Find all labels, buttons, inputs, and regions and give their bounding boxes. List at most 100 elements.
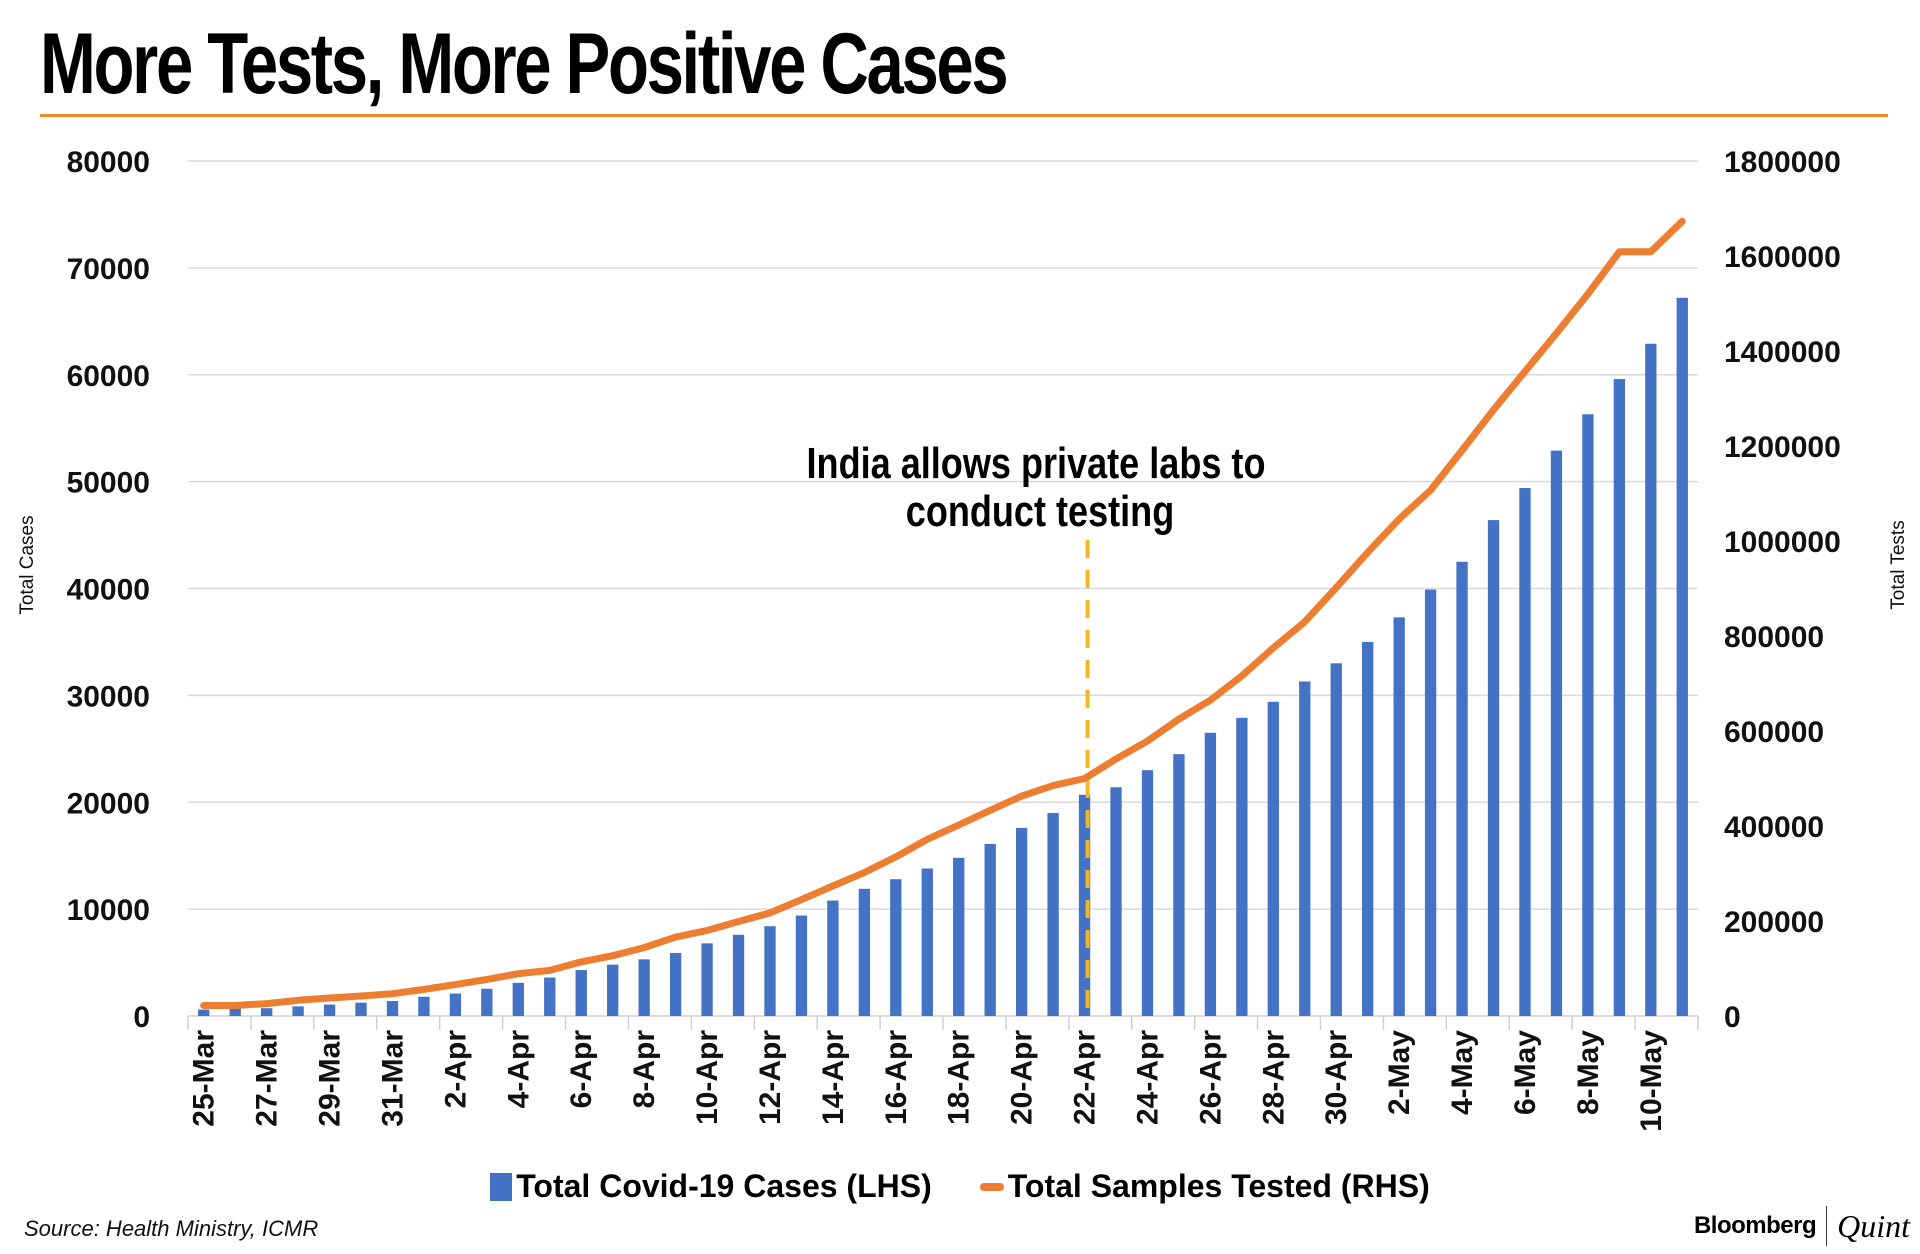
x-tick-label: 8-Apr xyxy=(628,1030,661,1109)
y-right-tick-label: 1000000 xyxy=(1724,526,1841,559)
x-tick-label: 25-Mar xyxy=(188,1030,221,1127)
x-tick-label: 31-Mar xyxy=(376,1030,409,1127)
y-right-tick-label: 400000 xyxy=(1724,811,1824,844)
y-left-tick-label: 20000 xyxy=(67,787,150,820)
brand-primary: Bloomberg xyxy=(1693,1212,1817,1239)
y-left-tick-label: 10000 xyxy=(67,894,150,927)
annotation-text-line1: India allows private labs to xyxy=(807,439,1266,488)
brand-divider xyxy=(1826,1206,1828,1246)
bar-cases xyxy=(1267,701,1279,1016)
bar-cases xyxy=(1456,561,1468,1016)
bar-cases xyxy=(1110,787,1122,1016)
x-axis-ticks xyxy=(187,1016,1699,1030)
x-tick-label: 10-May xyxy=(1635,1030,1668,1132)
bar-cases xyxy=(1047,812,1059,1016)
bar-cases xyxy=(512,982,524,1016)
bar-cases xyxy=(764,926,776,1016)
bar-cases xyxy=(669,952,682,1016)
bar-cases xyxy=(795,915,808,1016)
x-tick-label: 20-Apr xyxy=(1006,1030,1039,1125)
x-tick-label: 6-May xyxy=(1509,1030,1542,1115)
line-tests xyxy=(200,217,1686,1009)
bar-cases xyxy=(1582,414,1594,1016)
x-tick-label: 10-Apr xyxy=(691,1030,724,1125)
x-tick-label: 4-Apr xyxy=(502,1030,535,1109)
bar-cases xyxy=(1424,589,1437,1016)
bar-cases xyxy=(1362,641,1374,1016)
brand-secondary: Quint xyxy=(1837,1207,1910,1244)
legend-swatch-bar xyxy=(490,1172,513,1201)
bar-cases xyxy=(701,943,713,1016)
legend-item-tests: Total Samples Tested (RHS) xyxy=(979,1168,1430,1205)
bar-cases xyxy=(1299,681,1311,1016)
y-left-tick-label: 60000 xyxy=(67,360,150,393)
x-tick-label: 26-Apr xyxy=(1194,1030,1227,1125)
x-tick-label: 30-Apr xyxy=(1320,1030,1353,1125)
bar-cases xyxy=(732,934,745,1016)
y-right-tick-label: 200000 xyxy=(1724,906,1824,939)
bar-cases xyxy=(198,1009,210,1016)
bar-series-cases xyxy=(198,297,1688,1017)
bar-cases xyxy=(1173,754,1185,1016)
bar-cases xyxy=(323,1004,336,1016)
title-underline xyxy=(40,114,1888,117)
bar-cases xyxy=(292,1006,304,1016)
x-tick-label: 24-Apr xyxy=(1131,1030,1164,1125)
y-right-tick-label: 1800000 xyxy=(1724,146,1841,179)
bar-cases xyxy=(1015,827,1028,1016)
bar-cases xyxy=(638,959,650,1016)
chart-title: More Tests, More Positive Cases xyxy=(40,16,1009,112)
y-axis-left-title: Total Cases xyxy=(17,515,38,614)
x-tick-label: 27-Mar xyxy=(251,1030,284,1127)
x-axis-labels: 25-Mar 27-Mar 29-Mar 31-Mar 2-Apr 4-Apr 6-Apr 8… xyxy=(188,1030,1668,1132)
annotation-text-line2: conduct testing xyxy=(906,487,1174,536)
bar-cases xyxy=(858,888,871,1016)
x-tick-label: 18-Apr xyxy=(943,1030,976,1125)
bar-cases xyxy=(890,879,902,1016)
y-left-tick-label: 50000 xyxy=(67,467,150,500)
gridlines xyxy=(188,160,1698,1017)
y-left-tick-label: 70000 xyxy=(67,253,150,286)
x-tick-label: 12-Apr xyxy=(754,1030,787,1125)
y-left-tick-label: 40000 xyxy=(67,574,150,607)
bar-cases xyxy=(1078,794,1091,1016)
y-axis-right-title: Total Tests xyxy=(1888,520,1909,609)
legend-swatch-line xyxy=(979,1182,1004,1191)
y-axis-right-ticks: 0 200000 400000 600000 800000 1000000 1200000 1… xyxy=(1724,146,1841,1034)
bar-cases xyxy=(418,996,430,1016)
y-left-tick-label: 30000 xyxy=(67,680,150,713)
legend-label-tests: Total Samples Tested (RHS) xyxy=(1007,1168,1430,1204)
y-left-tick-label: 0 xyxy=(133,1001,150,1034)
x-tick-label: 6-Apr xyxy=(565,1030,598,1109)
y-right-tick-label: 0 xyxy=(1724,1001,1741,1034)
x-tick-label: 2-May xyxy=(1383,1030,1416,1115)
bar-cases xyxy=(1613,379,1626,1016)
bar-cases xyxy=(1393,617,1405,1016)
bar-cases xyxy=(953,857,965,1016)
x-tick-label: 28-Apr xyxy=(1257,1030,1290,1125)
brand-logo: Bloomberg Quint xyxy=(1694,1206,1910,1246)
bar-cases xyxy=(1141,770,1154,1016)
bar-cases xyxy=(260,1008,273,1016)
x-tick-label: 29-Mar xyxy=(314,1030,347,1127)
bar-cases xyxy=(1676,297,1688,1016)
y-right-tick-label: 800000 xyxy=(1724,621,1824,654)
y-left-tick-label: 80000 xyxy=(67,146,150,179)
y-right-tick-label: 1400000 xyxy=(1724,336,1841,369)
bar-cases xyxy=(355,1002,367,1016)
x-tick-label: 14-Apr xyxy=(817,1030,850,1125)
legend-item-cases: Total Covid-19 Cases (LHS) xyxy=(490,1168,932,1205)
line-series-tests xyxy=(200,217,1686,1009)
bar-cases xyxy=(921,868,933,1016)
x-tick-label: 8-May xyxy=(1572,1030,1605,1115)
x-tick-label: 16-Apr xyxy=(880,1030,913,1125)
y-right-tick-label: 1600000 xyxy=(1724,241,1841,274)
y-right-tick-label: 1200000 xyxy=(1724,431,1841,464)
bar-cases xyxy=(1330,663,1342,1016)
bar-cases xyxy=(607,964,619,1016)
bar-cases xyxy=(1550,450,1563,1017)
legend: Total Covid-19 Cases (LHS) Total Samples… xyxy=(0,1168,1920,1205)
bar-cases xyxy=(1519,488,1531,1017)
source-note: Source: Health Ministry, ICMR xyxy=(24,1216,319,1241)
